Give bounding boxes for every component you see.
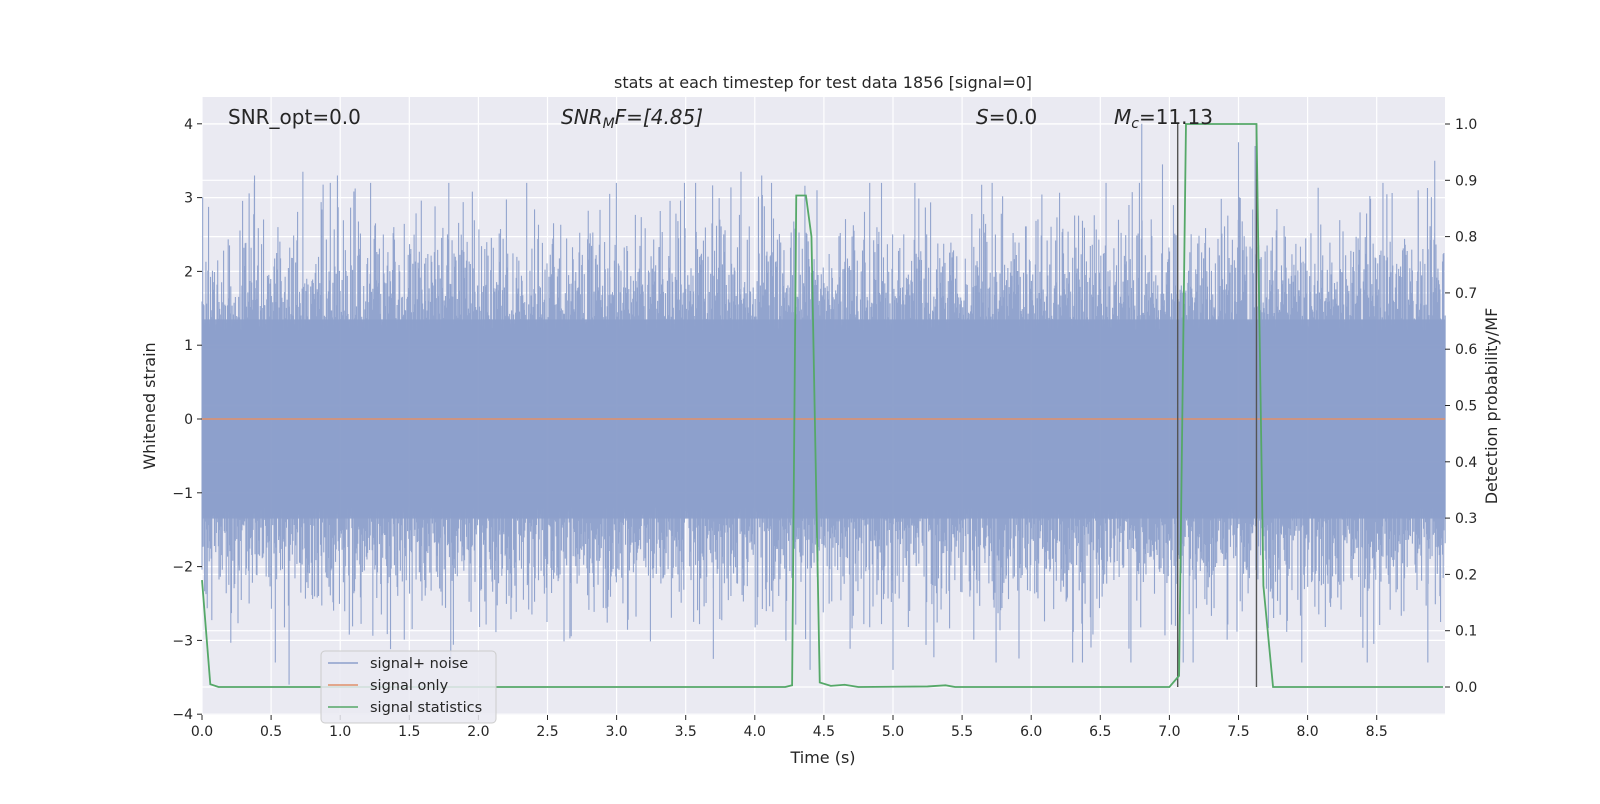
x-tick-label: 2.0 <box>467 724 489 740</box>
x-tick-label: 6.5 <box>1089 724 1111 740</box>
y2-axis-ticks: 1.0 0.9 0.8 0.7 0.6 0.5 0.4 0.3 0.2 0.1 0.0 <box>1445 117 1477 696</box>
annotation-mc: Mc=11.13 <box>1114 105 1213 132</box>
y2-tick-label: 0.3 <box>1455 511 1477 527</box>
x-tick-label: 5.5 <box>951 724 973 740</box>
y2-tick-label: 0.9 <box>1455 173 1477 189</box>
x-tick-label: 1.0 <box>329 724 351 740</box>
vertical-markers <box>1176 124 1258 687</box>
noise-trace <box>201 123 1446 685</box>
y2-tick-label: 0.5 <box>1455 399 1477 415</box>
y2-tick-label: 0.2 <box>1455 567 1477 583</box>
y-axis-ticks: 4 3 2 1 0 −1 −2 −3 −4 <box>172 117 202 723</box>
y-tick-label: 2 <box>184 264 193 280</box>
annotation-snr-mf: SNRMF=[4.85] <box>561 105 703 132</box>
x-tick-label: 8.0 <box>1296 724 1318 740</box>
x-tick-label: 5.0 <box>882 724 904 740</box>
x-tick-label: 6.0 <box>1020 724 1042 740</box>
y2-tick-label: 1.0 <box>1455 117 1477 133</box>
legend-box <box>320 650 497 724</box>
y-tick-label: 0 <box>184 412 193 428</box>
y-tick-label: 4 <box>184 117 193 133</box>
x-axis-label: Time (s) <box>789 748 855 767</box>
x-tick-label: 7.5 <box>1227 724 1249 740</box>
y2-tick-label: 0.1 <box>1455 624 1477 640</box>
legend: signal+ noise signal only signal statist… <box>320 650 497 724</box>
x-tick-label: 7.0 <box>1158 724 1180 740</box>
y2-axis-label: Detection probability/MF <box>1482 308 1501 505</box>
y-tick-label: −4 <box>172 707 193 723</box>
legend-label-signal-statistics: signal statistics <box>370 700 482 716</box>
x-tick-label: 8.5 <box>1366 724 1388 740</box>
y2-tick-label: 0.0 <box>1455 680 1477 696</box>
y-tick-label: −1 <box>172 486 193 502</box>
x-tick-label: 1.5 <box>398 724 420 740</box>
signal-statistics-series <box>201 123 1444 688</box>
y-axis-label: Whitened strain <box>140 342 159 469</box>
y-tick-label: 1 <box>184 338 193 354</box>
legend-label-signal-only: signal only <box>370 678 449 694</box>
x-tick-label: 3.5 <box>675 724 697 740</box>
y-tick-label: −3 <box>172 633 193 649</box>
y2-tick-label: 0.4 <box>1455 455 1477 471</box>
x-tick-label: 4.0 <box>744 724 766 740</box>
annotation-snr-opt: SNR_opt=0.0 <box>228 105 361 129</box>
legend-label-signal-noise: signal+ noise <box>370 656 468 672</box>
chart-title: stats at each timestep for test data 185… <box>614 73 1032 92</box>
y-tick-label: 3 <box>184 191 193 207</box>
x-tick-label: 0.0 <box>191 724 213 740</box>
y2-tick-label: 0.7 <box>1455 286 1477 302</box>
x-tick-label: 2.5 <box>536 724 558 740</box>
y2-tick-label: 0.6 <box>1455 342 1477 358</box>
x-axis-ticks: 0.0 0.5 1.0 1.5 2.0 2.5 3.0 3.5 4.0 4.5 5.0 5.5 6.0 6… <box>191 715 1388 740</box>
y2-tick-label: 0.8 <box>1455 230 1477 246</box>
y-tick-label: −2 <box>172 560 193 576</box>
annotation-s: S=0.0 <box>976 105 1037 129</box>
x-tick-label: 3.0 <box>605 724 627 740</box>
x-tick-label: 4.5 <box>813 724 835 740</box>
x-tick-label: 0.5 <box>260 724 282 740</box>
